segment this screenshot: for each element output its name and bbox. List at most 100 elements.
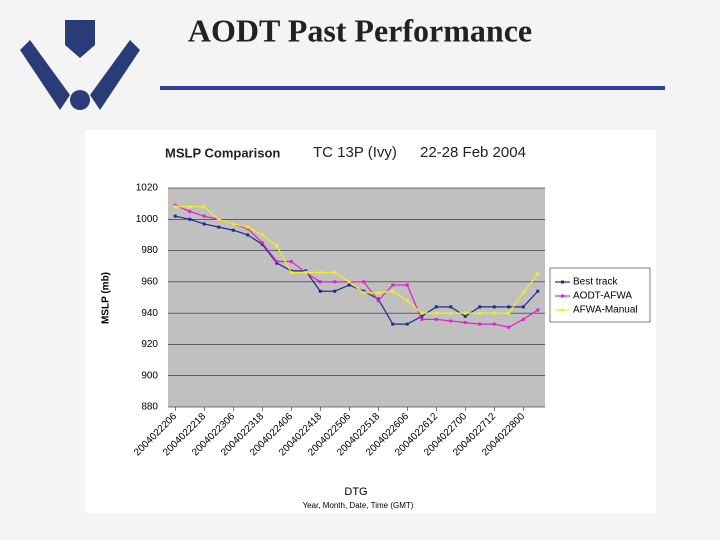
point [289, 269, 293, 273]
y-tick-label: 880 [141, 402, 158, 413]
point [420, 311, 424, 315]
point [492, 311, 496, 315]
series-line [175, 206, 539, 314]
point [507, 305, 511, 309]
point [333, 270, 337, 274]
series-line [175, 215, 539, 325]
point [391, 283, 395, 287]
y-tick-label: 940 [141, 308, 158, 319]
point [536, 289, 540, 293]
point [536, 272, 540, 276]
point [202, 214, 206, 218]
point [318, 270, 322, 274]
point [478, 311, 482, 315]
point [246, 233, 250, 237]
point [420, 317, 424, 321]
point [463, 314, 467, 318]
point [188, 205, 192, 209]
y-tick-label: 920 [141, 339, 158, 350]
point [376, 299, 380, 303]
legend-marker [561, 308, 564, 312]
point [507, 311, 511, 315]
point [217, 225, 221, 229]
slide-title: AODT Past Performance [188, 12, 532, 48]
y-axis-label: MSLP (mb) [101, 272, 112, 324]
point [318, 289, 322, 293]
point [333, 280, 337, 284]
point [521, 291, 525, 295]
point [217, 217, 221, 221]
point [188, 217, 192, 221]
point [478, 305, 482, 309]
legend-label: AFWA-Manual [573, 305, 638, 316]
point [405, 283, 409, 287]
point [449, 311, 453, 315]
point [391, 289, 395, 293]
point [434, 305, 438, 309]
legend-label: AODT-AFWA [573, 291, 632, 302]
point [173, 205, 177, 209]
y-tick-label: 1020 [136, 183, 159, 194]
legend [549, 267, 651, 323]
point [289, 270, 293, 274]
chart-title: MSLP Comparison [165, 145, 280, 160]
y-tick-label: 900 [141, 370, 158, 381]
point [333, 289, 337, 293]
logo [20, 20, 140, 110]
point [405, 322, 409, 326]
x-axis-label: DTG [344, 486, 367, 498]
point [376, 291, 380, 295]
point [275, 244, 279, 248]
chart-subtitle: TC 13P (Ivy) [313, 144, 397, 161]
point [507, 325, 511, 329]
point [173, 214, 177, 218]
point [202, 205, 206, 209]
point [275, 260, 279, 264]
point [260, 241, 264, 245]
point [202, 222, 206, 226]
point [246, 225, 250, 229]
point [347, 280, 351, 284]
point [463, 311, 467, 315]
point [362, 280, 366, 284]
y-tick-label: 960 [141, 276, 158, 287]
legend-label: Best track [573, 277, 618, 288]
point [289, 260, 293, 264]
point [304, 269, 308, 273]
point [463, 321, 467, 325]
point [521, 305, 525, 309]
point [521, 317, 525, 321]
point [304, 270, 308, 274]
point [492, 305, 496, 309]
point [188, 209, 192, 213]
y-tick-label: 1000 [136, 214, 159, 225]
point [391, 322, 395, 326]
point [260, 242, 264, 246]
point [449, 305, 453, 309]
point [347, 283, 351, 287]
point [478, 322, 482, 326]
chart-date-range: 22-28 Feb 2004 [420, 144, 526, 161]
y-tick-label: 980 [141, 245, 158, 256]
x-axis-sublabel: Year, Month, Date, Time (GMT) [303, 501, 414, 510]
point [536, 308, 540, 312]
point [405, 299, 409, 303]
plot-area [168, 188, 545, 407]
point [260, 233, 264, 237]
point [231, 228, 235, 232]
point [434, 311, 438, 315]
point [173, 203, 177, 207]
point [246, 227, 250, 231]
point [362, 291, 366, 295]
point [492, 322, 496, 326]
point [318, 280, 322, 284]
point [275, 261, 279, 265]
point [362, 289, 366, 293]
point [231, 222, 235, 226]
point [449, 319, 453, 323]
legend-marker [561, 294, 564, 298]
legend-marker [561, 280, 564, 284]
point [376, 297, 380, 301]
point [420, 314, 424, 318]
